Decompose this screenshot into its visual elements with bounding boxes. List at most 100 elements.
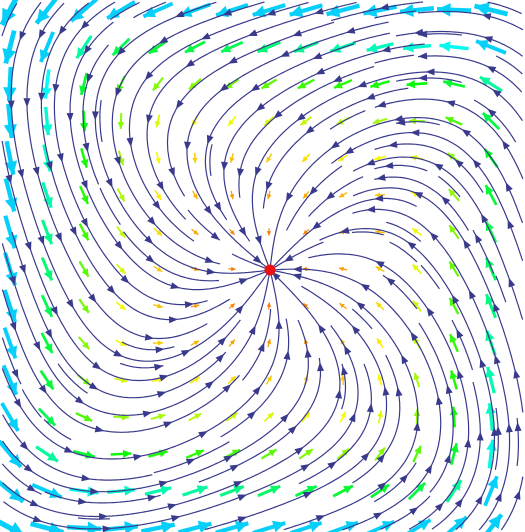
streamline bbox=[418, 322, 454, 493]
streamline bbox=[308, 176, 364, 217]
stream-arrow bbox=[418, 52, 428, 60]
stream-arrow bbox=[344, 146, 355, 155]
streamline bbox=[272, 268, 442, 531]
stream-arrow bbox=[271, 271, 281, 281]
vector-head bbox=[3, 87, 17, 101]
stream-arrow bbox=[11, 369, 19, 379]
stream-arrow bbox=[63, 445, 74, 453]
stream-arrow bbox=[494, 354, 501, 365]
stream-arrow bbox=[222, 384, 232, 393]
stream-arrow bbox=[386, 277, 396, 286]
stream-arrow bbox=[32, 515, 43, 523]
vector-head bbox=[8, 453, 21, 468]
stream-arrow bbox=[502, 140, 511, 150]
vector-head bbox=[124, 485, 135, 496]
stream-arrow bbox=[158, 36, 169, 44]
stream-arrow bbox=[315, 515, 326, 522]
streamline bbox=[352, 354, 401, 484]
vector-head bbox=[453, 517, 467, 530]
streamline bbox=[2, 271, 341, 518]
vector-head bbox=[81, 195, 89, 204]
streamline bbox=[396, 77, 462, 83]
vector-head bbox=[160, 520, 175, 532]
stream-arrow bbox=[311, 221, 322, 230]
stream-arrow bbox=[296, 112, 306, 121]
stream-arrow bbox=[424, 464, 433, 474]
stream-arrow bbox=[366, 205, 376, 213]
stream-arrow bbox=[142, 410, 153, 418]
stream-arrow bbox=[273, 110, 283, 119]
stream-arrow bbox=[88, 293, 97, 303]
streamline bbox=[238, 65, 375, 198]
stream-arrow bbox=[381, 45, 391, 53]
stream-arrow bbox=[435, 395, 443, 406]
stream-arrow bbox=[56, 152, 64, 163]
stream-arrow bbox=[373, 512, 383, 520]
vector-head bbox=[152, 82, 160, 91]
vector-head bbox=[340, 374, 346, 381]
stream-arrow bbox=[91, 361, 102, 370]
stream-arrow bbox=[401, 354, 409, 365]
streamline bbox=[494, 407, 499, 470]
stream-arrow bbox=[407, 241, 417, 250]
streamline bbox=[94, 1, 268, 274]
vector-head bbox=[482, 112, 493, 123]
streamline bbox=[473, 99, 517, 143]
streamline bbox=[271, 197, 417, 269]
stream-arrow bbox=[38, 384, 47, 394]
streamline bbox=[352, 156, 524, 320]
streamline bbox=[11, 231, 227, 399]
streamline bbox=[1, 243, 270, 416]
stream-arrow bbox=[203, 205, 212, 215]
vector-head bbox=[302, 156, 308, 162]
stream-arrow bbox=[91, 111, 99, 121]
stream-arrow bbox=[175, 99, 184, 110]
stream-arrow bbox=[513, 490, 521, 500]
streamline bbox=[251, 71, 523, 268]
stream-arrow bbox=[38, 29, 46, 39]
stream-arrow bbox=[410, 331, 419, 342]
stream-arrow bbox=[147, 494, 157, 502]
stream-arrow bbox=[248, 325, 256, 335]
streamline bbox=[82, 44, 110, 185]
streamline bbox=[69, 21, 268, 291]
stream-arrow bbox=[384, 161, 394, 169]
stream-arrow bbox=[184, 141, 192, 151]
stream-arrow bbox=[357, 80, 368, 88]
streamline bbox=[43, 418, 72, 441]
stream-arrow bbox=[283, 350, 291, 360]
vector-head bbox=[143, 6, 157, 18]
stream-arrow bbox=[433, 163, 444, 171]
vector-head bbox=[413, 372, 420, 381]
stream-arrow bbox=[23, 98, 31, 108]
vector-head bbox=[83, 414, 93, 422]
vector-head bbox=[42, 124, 53, 136]
stream-arrow bbox=[300, 464, 310, 472]
stream-arrow bbox=[399, 474, 409, 484]
stream-arrow bbox=[19, 264, 26, 274]
vector-head bbox=[157, 340, 164, 346]
vector-head bbox=[229, 194, 235, 200]
vector-head bbox=[188, 82, 197, 90]
stream-arrow bbox=[375, 260, 385, 269]
stream-arrow bbox=[170, 282, 180, 290]
vector-head bbox=[370, 80, 380, 89]
vector-head bbox=[303, 412, 310, 419]
stream-arrow bbox=[287, 425, 297, 435]
stream-arrow bbox=[487, 108, 497, 118]
stream-arrow bbox=[221, 161, 229, 171]
streamline bbox=[352, 32, 391, 44]
stream-arrow bbox=[69, 226, 77, 237]
vector-head bbox=[341, 448, 349, 456]
stream-arrow bbox=[94, 425, 105, 433]
stream-arrow bbox=[494, 425, 502, 436]
streamline bbox=[10, 1, 269, 362]
vector-head bbox=[36, 8, 50, 24]
vector-head bbox=[2, 47, 17, 64]
streamline bbox=[437, 175, 461, 198]
streamline bbox=[223, 43, 425, 242]
vector-head bbox=[192, 157, 198, 164]
vector-head bbox=[41, 87, 52, 99]
stream-arrow bbox=[37, 235, 45, 246]
vector-head bbox=[450, 443, 459, 453]
